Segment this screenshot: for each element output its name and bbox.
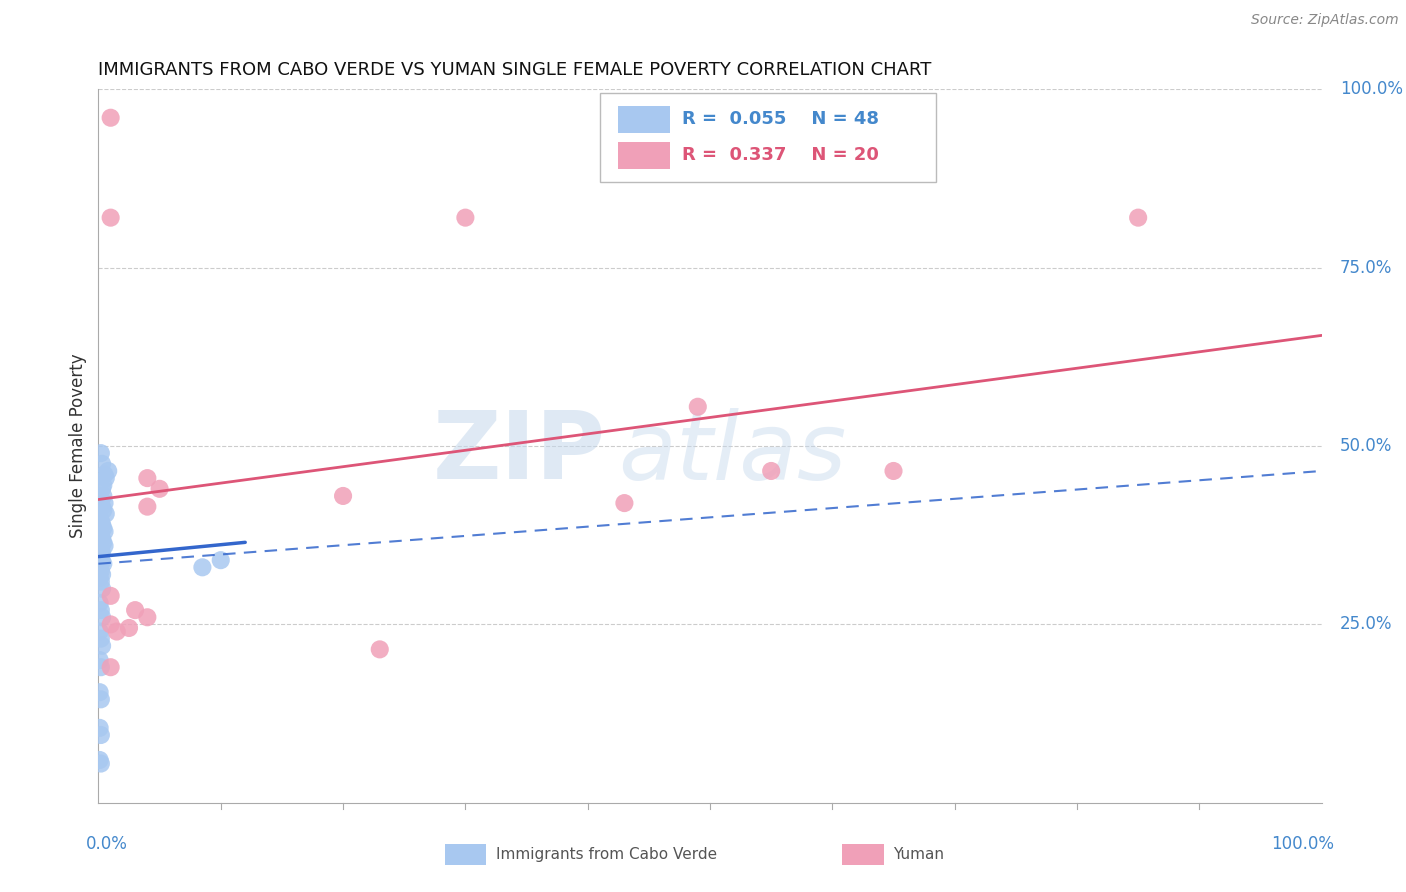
Point [613, 496, 636, 510]
Point [90, 574, 112, 589]
Point [90, 542, 112, 557]
Point [90, 660, 112, 674]
FancyBboxPatch shape [600, 93, 936, 182]
Text: atlas: atlas [619, 408, 846, 499]
Point [89, 560, 111, 574]
Point [90, 632, 112, 646]
Point [105, 624, 128, 639]
Point [124, 603, 146, 617]
Point [368, 642, 391, 657]
Point [100, 617, 122, 632]
Point [91, 532, 114, 546]
Point [93, 496, 115, 510]
Point [90, 728, 112, 742]
Point [89, 653, 111, 667]
Point [91, 489, 114, 503]
Point [100, 111, 122, 125]
Point [136, 471, 159, 485]
Point [332, 489, 354, 503]
Y-axis label: Single Female Poverty: Single Female Poverty [69, 354, 87, 538]
Point [191, 560, 214, 574]
Point [89, 753, 111, 767]
Point [91, 503, 114, 517]
Point [91, 567, 114, 582]
Point [136, 500, 159, 514]
Point [1128, 211, 1150, 225]
Point [91, 482, 114, 496]
Point [686, 400, 709, 414]
Text: 100.0%: 100.0% [1271, 835, 1334, 853]
Point [93, 467, 115, 482]
Point [91, 517, 114, 532]
Point [91, 521, 114, 535]
Point [90, 553, 112, 567]
Text: 0.0%: 0.0% [86, 835, 128, 853]
Point [136, 610, 159, 624]
Text: 50.0%: 50.0% [1340, 437, 1392, 455]
Point [90, 446, 112, 460]
Point [91, 610, 114, 624]
Point [91, 457, 114, 471]
Point [91, 500, 114, 514]
FancyBboxPatch shape [619, 142, 669, 169]
Text: 25.0%: 25.0% [1340, 615, 1392, 633]
Text: R =  0.337    N = 20: R = 0.337 N = 20 [682, 146, 879, 164]
Text: R =  0.055    N = 48: R = 0.055 N = 48 [682, 111, 879, 128]
FancyBboxPatch shape [444, 844, 486, 865]
Point [93, 539, 115, 553]
Point [89, 549, 111, 564]
Point [90, 514, 112, 528]
Point [454, 211, 477, 225]
Text: 100.0%: 100.0% [1340, 80, 1403, 98]
Point [118, 621, 141, 635]
Point [93, 524, 115, 539]
Point [89, 685, 111, 699]
Point [91, 582, 114, 596]
Point [89, 624, 111, 639]
Point [91, 639, 114, 653]
Point [149, 482, 172, 496]
Point [91, 535, 114, 549]
Point [100, 660, 122, 674]
Point [94, 507, 117, 521]
Point [89, 596, 111, 610]
Point [90, 692, 112, 706]
Text: Yuman: Yuman [894, 847, 945, 862]
Point [761, 464, 783, 478]
Point [91, 555, 114, 569]
Point [90, 564, 112, 578]
Point [883, 464, 905, 478]
Point [89, 721, 111, 735]
Point [100, 211, 122, 225]
Point [90, 528, 112, 542]
Point [91, 546, 114, 560]
FancyBboxPatch shape [842, 844, 884, 865]
Point [90, 756, 112, 771]
Text: ZIP: ZIP [433, 407, 606, 500]
Point [94, 471, 117, 485]
Point [91, 478, 114, 492]
Point [89, 571, 111, 585]
Point [97, 464, 120, 478]
Text: Immigrants from Cabo Verde: Immigrants from Cabo Verde [496, 847, 717, 862]
Point [90, 603, 112, 617]
Point [209, 553, 232, 567]
FancyBboxPatch shape [619, 106, 669, 134]
Text: 75.0%: 75.0% [1340, 259, 1392, 277]
Text: IMMIGRANTS FROM CABO VERDE VS YUMAN SINGLE FEMALE POVERTY CORRELATION CHART: IMMIGRANTS FROM CABO VERDE VS YUMAN SING… [98, 62, 932, 79]
Text: Source: ZipAtlas.com: Source: ZipAtlas.com [1251, 13, 1399, 28]
Point [91, 557, 114, 571]
Point [100, 589, 122, 603]
